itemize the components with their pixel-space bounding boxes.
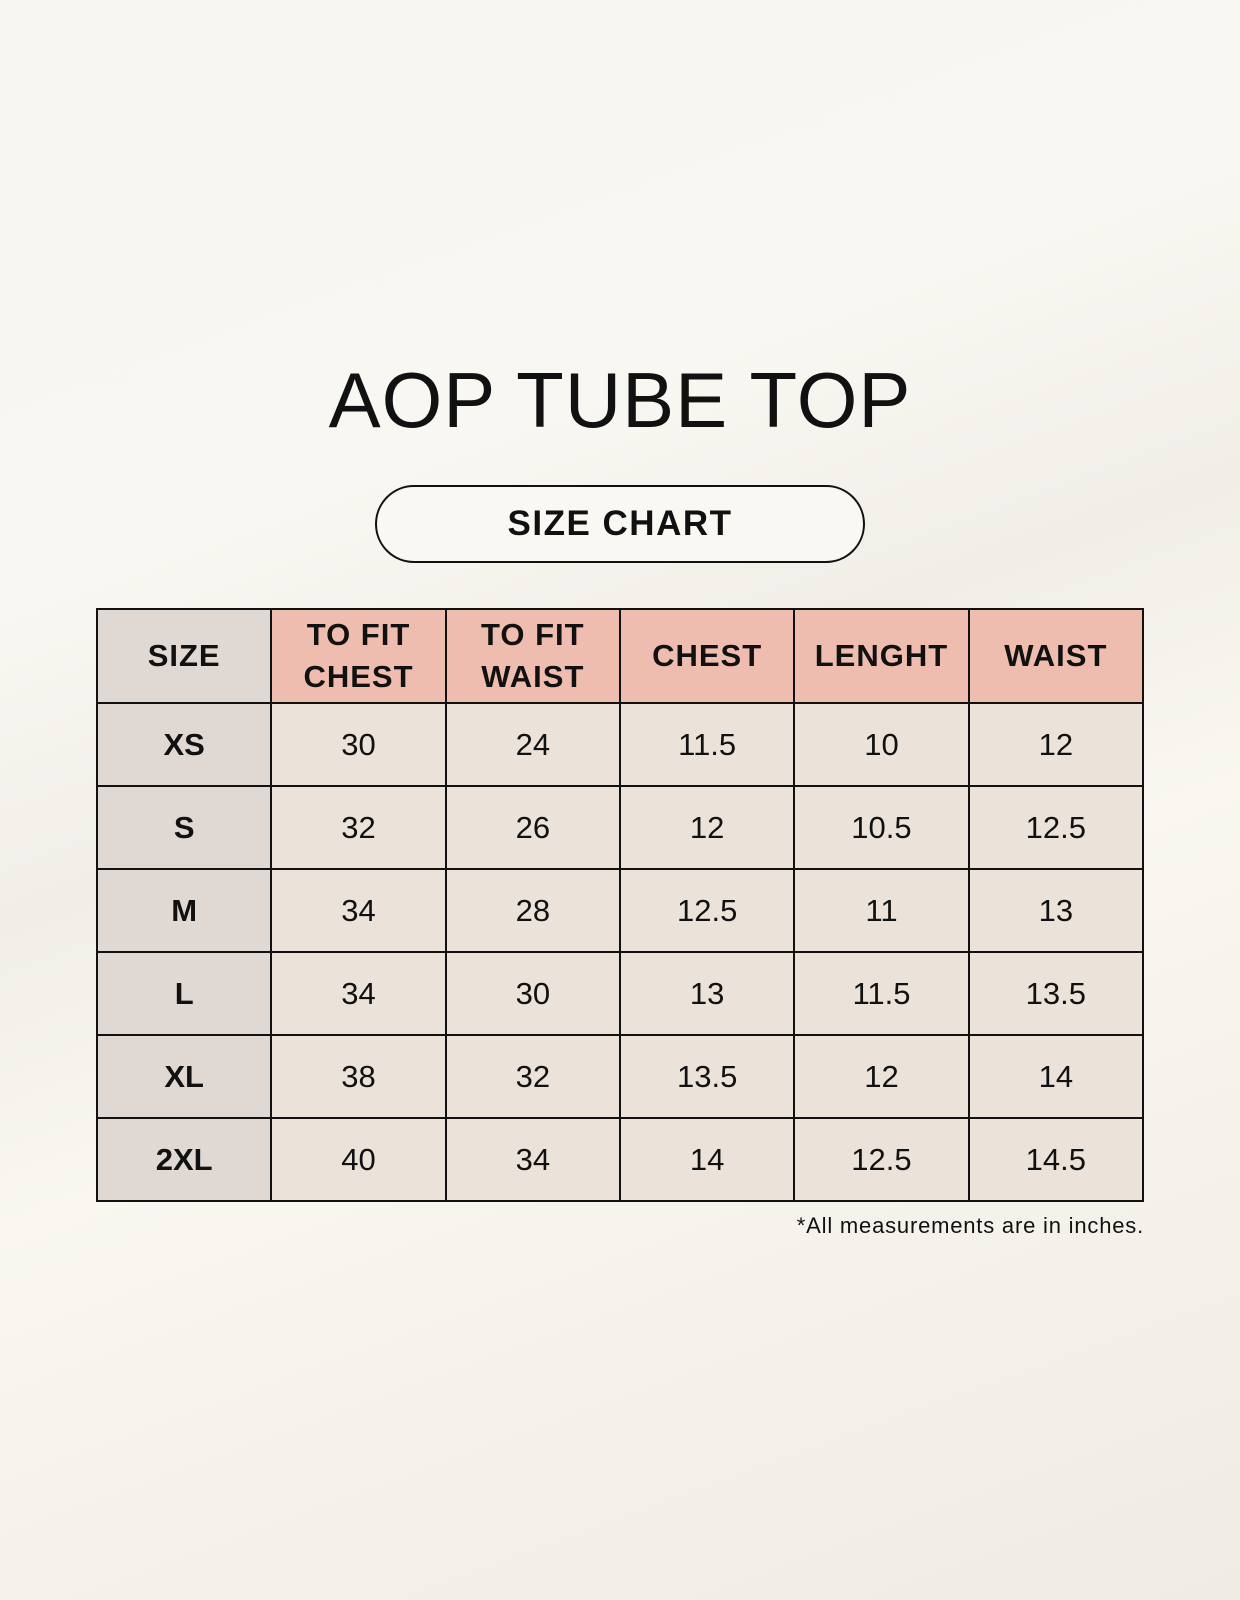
size-chart-badge: SIZE CHART [375,485,865,563]
measurement-cell: 12.5 [793,1117,970,1202]
measurement-cell: 30 [444,951,621,1036]
measurement-cell: 13 [967,868,1145,953]
table-row: S 32 26 12 10.5 12.5 [95,785,1145,870]
table-row: 2XL 40 34 14 12.5 14.5 [95,1117,1145,1202]
size-chart-table: SIZE TO FIT CHEST TO FIT WAIST CHEST LENGHT W… [95,608,1145,1202]
column-header: SIZE [95,608,273,704]
footnote: *All measurements are in inches. [796,1213,1144,1238]
measurement-cell: 34 [270,868,447,953]
size-cell: L [95,951,273,1036]
table-row: M 34 28 12.5 11 13 [95,868,1145,953]
size-cell: S [95,785,273,870]
measurement-cell: 34 [444,1117,621,1202]
column-header: CHEST [618,608,796,704]
size-cell: 2XL [95,1117,273,1202]
measurement-cell: 11 [793,868,970,953]
measurement-cell: 30 [270,702,447,787]
measurement-cell: 12 [793,1034,970,1119]
measurement-cell: 10 [793,702,970,787]
measurement-cell: 40 [270,1117,447,1202]
measurement-cell: 14 [967,1034,1145,1119]
measurement-cell: 38 [270,1034,447,1119]
measurement-cell: 13.5 [618,1034,796,1119]
measurement-cell: 24 [444,702,621,787]
measurement-cell: 11.5 [618,702,796,787]
table-row: L 34 30 13 11.5 13.5 [95,951,1145,1036]
measurement-cell: 32 [444,1034,621,1119]
measurement-cell: 32 [270,785,447,870]
column-header: WAIST [967,608,1145,704]
measurement-cell: 12.5 [618,868,796,953]
size-chart-label: SIZE CHART [507,504,733,543]
measurement-cell: 11.5 [793,951,970,1036]
measurement-cell: 13 [618,951,796,1036]
measurement-cell: 10.5 [793,785,970,870]
size-cell: XL [95,1034,273,1119]
measurement-cell: 14.5 [967,1117,1145,1202]
table-row: XL 38 32 13.5 12 14 [95,1034,1145,1119]
measurement-cell: 26 [444,785,621,870]
page-title: AOP TUBE TOP [328,356,912,444]
measurement-cell: 12 [967,702,1145,787]
size-cell: M [95,868,273,953]
measurement-cell: 34 [270,951,447,1036]
column-header: TO FIT CHEST [270,608,447,704]
size-cell: XS [95,702,273,787]
measurement-cell: 14 [618,1117,796,1202]
table-row: XS 30 24 11.5 10 12 [95,702,1145,787]
measurement-cell: 12 [618,785,796,870]
measurement-cell: 12.5 [967,785,1145,870]
column-header: TO FIT WAIST [444,608,621,704]
measurement-cell: 13.5 [967,951,1145,1036]
column-header: LENGHT [793,608,970,704]
measurement-cell: 28 [444,868,621,953]
table-header-row: SIZE TO FIT CHEST TO FIT WAIST CHEST LENGHT W… [95,608,1145,704]
